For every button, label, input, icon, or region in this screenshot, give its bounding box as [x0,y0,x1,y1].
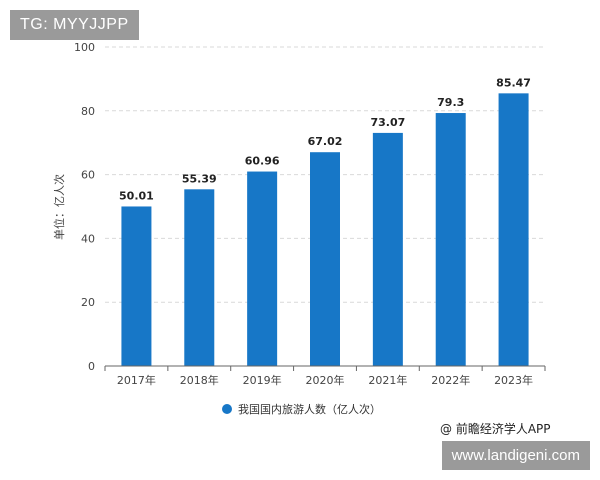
data-label: 73.07 [370,116,405,129]
data-label: 60.96 [245,155,280,168]
x-tick-label: 2018年 [180,373,219,387]
top-watermark-tag: TG: MYYJJPP [10,10,139,40]
source-credit: @ 前瞻经济学人APP [440,422,551,436]
x-tick-label: 2023年 [494,373,533,387]
bar [310,152,340,366]
y-axis-ticks: 0 20 40 60 80 100 [74,41,95,373]
bar [498,93,529,366]
bar [184,189,215,366]
bars: 50.01 55.39 60.96 67.02 73.07 79.3 85.47 [119,76,531,367]
bottom-watermark-tag: www.landigeni.com [441,441,590,470]
bar [372,132,403,366]
y-tick-label: 20 [81,296,95,309]
x-tick-label: 2022年 [431,373,470,387]
y-tick-label: 100 [74,41,95,54]
x-tick-label: 2020年 [306,373,345,387]
y-tick-label: 40 [81,232,95,245]
x-tick-label: 2019年 [243,373,282,387]
data-label: 50.01 [119,189,154,202]
x-tick-label: 2021年 [368,373,407,387]
y-tick-label: 0 [88,360,95,373]
y-axis-label: 单位：亿人次 [52,174,66,240]
x-axis-ticks: 2017年 2018年 2019年 2020年 2021年 2022年 2023年 [104,366,546,387]
legend-label: 我国国内旅游人数（亿人次） [238,402,381,416]
bar [247,171,278,366]
data-label: 79.3 [437,96,464,109]
bar [121,206,152,366]
data-label: 67.02 [308,135,343,148]
legend-marker [222,404,232,414]
legend: 我国国内旅游人数（亿人次） [222,402,381,416]
bar [435,113,466,367]
data-label: 55.39 [182,172,217,185]
data-label: 85.47 [496,76,531,89]
y-tick-label: 60 [81,169,95,182]
x-tick-label: 2017年 [117,373,156,387]
y-tick-label: 80 [81,105,95,118]
